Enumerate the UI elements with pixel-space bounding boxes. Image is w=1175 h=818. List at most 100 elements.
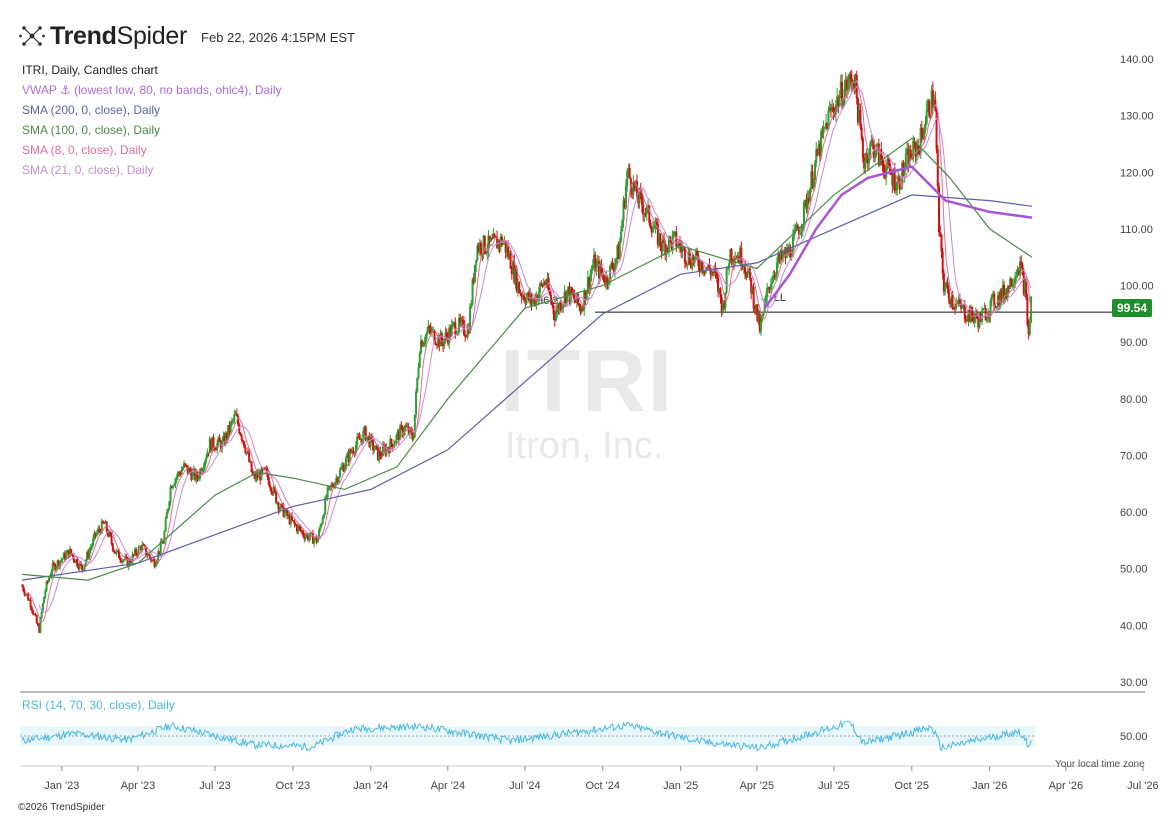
candle-body <box>292 520 295 522</box>
candle-body <box>938 186 941 233</box>
candle-body <box>324 497 327 515</box>
legend-sma100[interactable]: SMA (100, 0, close), Daily <box>22 123 161 137</box>
candle-body <box>710 272 713 276</box>
candle-body <box>518 281 521 293</box>
timezone-note: Your local time zone <box>1055 759 1145 770</box>
candle-body <box>307 534 310 540</box>
candle-body <box>233 414 236 420</box>
candle-body <box>510 268 513 275</box>
candle-body <box>521 295 524 298</box>
candle-body <box>218 437 221 442</box>
candle-body <box>410 428 413 432</box>
candle-body <box>492 234 495 239</box>
candle-body <box>946 282 949 290</box>
chart-title[interactable]: ITRI, Daily, Candles chart <box>22 63 158 77</box>
candle-body <box>610 263 613 266</box>
candle-body <box>580 308 583 313</box>
candle-body <box>137 546 140 556</box>
candle-body <box>600 264 603 273</box>
candle-body <box>752 286 755 309</box>
candle-body <box>579 306 582 313</box>
candle-body <box>399 425 402 441</box>
candle-body <box>153 560 156 567</box>
candle-body <box>692 256 695 263</box>
candle-body <box>909 149 912 159</box>
legend-sma8[interactable]: SMA (8, 0, close), Daily <box>22 143 147 157</box>
candle-body <box>423 342 426 344</box>
candle-body <box>766 287 769 297</box>
candle-body <box>135 549 138 555</box>
candle-body <box>60 559 63 562</box>
candle-body <box>25 593 28 595</box>
candle-body <box>648 205 651 223</box>
candle-body <box>406 426 409 428</box>
candle-body <box>417 367 420 379</box>
legend-vwap[interactable]: VWAP ⚓ (lowest low, 80, no bands, ohlc4)… <box>22 83 282 97</box>
sma100-line <box>21 137 1033 581</box>
candle-body <box>254 473 257 480</box>
candle-body <box>207 452 210 454</box>
candle-body <box>570 287 573 295</box>
candle-body <box>416 378 419 392</box>
rsi-tick-label: 50.00 <box>1120 731 1148 743</box>
candle-body <box>35 615 38 624</box>
candle-body <box>434 343 437 345</box>
candle-body <box>102 520 105 523</box>
candle-body <box>907 148 910 168</box>
candle-body <box>636 181 639 198</box>
candle-body <box>422 343 425 347</box>
candle-body <box>590 269 593 275</box>
candle-body <box>574 300 577 303</box>
candle-body <box>111 543 114 551</box>
candle-body <box>617 245 620 260</box>
candle-body <box>418 353 421 368</box>
rsi-legend[interactable]: RSI (14, 70, 30, close), Daily <box>22 698 175 712</box>
candle-body <box>795 225 798 230</box>
legend-sma200[interactable]: SMA (200, 0, close), Daily <box>22 103 161 117</box>
watermark-company: Itron, Inc. <box>505 425 664 467</box>
candle-body <box>119 558 122 561</box>
candle-body <box>217 437 220 444</box>
candle-body <box>992 293 995 296</box>
legend-sma21[interactable]: SMA (21, 0, close), Daily <box>22 163 154 177</box>
brand-bold: Trend <box>50 21 117 50</box>
candle-body <box>465 336 468 338</box>
candle-body <box>969 306 972 322</box>
candle-body <box>448 327 451 344</box>
candle-body <box>860 127 863 139</box>
candle-body <box>828 108 831 111</box>
candle-body <box>478 242 481 252</box>
candle-body <box>197 478 200 480</box>
candle-body <box>98 528 101 531</box>
candle-body <box>229 422 232 432</box>
candle-body <box>226 432 229 439</box>
candle-body <box>742 266 745 268</box>
candle-body <box>293 520 296 525</box>
x-tick-label: Apr '23 <box>121 780 156 792</box>
candle-body <box>331 484 334 487</box>
candle-body <box>756 304 759 321</box>
candle-body <box>949 299 952 305</box>
y-tick-label: 70.00 <box>1120 450 1148 462</box>
candle-body <box>874 154 877 159</box>
x-tick-label: Jul '23 <box>199 780 230 792</box>
candle-body <box>539 283 542 293</box>
candle-body <box>335 478 338 483</box>
candle-body <box>149 557 152 561</box>
candle-body <box>61 558 64 560</box>
x-tick-label: Oct '23 <box>276 780 311 792</box>
candle-body <box>92 537 95 545</box>
candle-body <box>750 278 753 294</box>
candle-body <box>917 145 920 149</box>
candle-body <box>240 435 243 441</box>
candle-body <box>241 440 244 442</box>
candle-body <box>834 104 837 115</box>
candle-body <box>548 290 551 295</box>
candle-body <box>956 303 959 305</box>
candle-body <box>114 551 117 554</box>
candle-body <box>891 174 894 186</box>
sma8-line <box>28 79 1032 623</box>
candle-body <box>805 199 808 210</box>
candle-body <box>136 554 139 556</box>
